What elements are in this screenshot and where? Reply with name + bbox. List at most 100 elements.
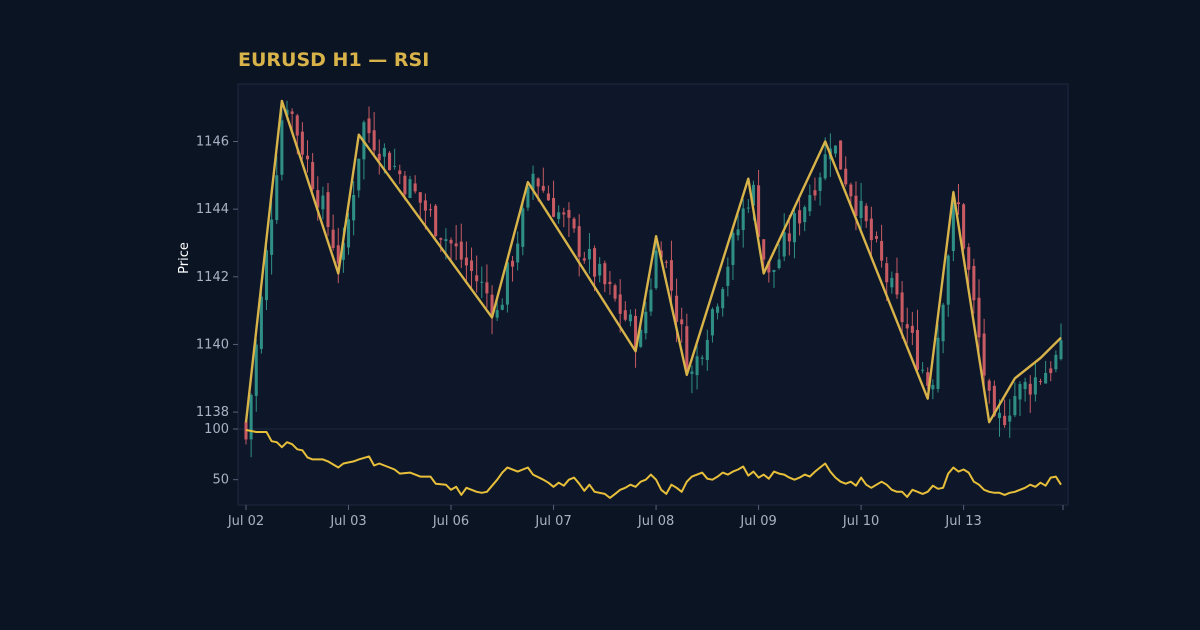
candle-body	[352, 194, 356, 221]
candle-body	[915, 329, 920, 370]
candle-body	[500, 304, 504, 310]
candle-body	[813, 190, 817, 196]
candle-body	[449, 239, 453, 244]
candle-body	[757, 185, 761, 238]
candle-body	[654, 250, 658, 289]
candle-body	[552, 197, 556, 217]
candle-body	[1038, 381, 1043, 383]
candle-body	[280, 120, 284, 175]
candle-body	[516, 243, 520, 263]
candle-body	[936, 337, 940, 389]
candle-body	[782, 232, 786, 257]
candle-body	[895, 273, 899, 295]
candle-body	[818, 177, 822, 191]
candle-body	[464, 257, 468, 266]
candle-body	[403, 175, 407, 195]
x-tick-label: Jul 02	[227, 514, 264, 529]
candle-body	[336, 245, 340, 264]
candle-body	[705, 339, 709, 361]
candle-body	[1018, 384, 1022, 400]
candle-body	[562, 212, 566, 215]
candle-body	[777, 259, 781, 269]
rsi-tick-label: 100	[204, 422, 229, 437]
candle-body	[434, 205, 438, 237]
candle-body	[490, 294, 494, 315]
price-tick-label: 1138	[196, 405, 229, 420]
candle-body	[546, 193, 550, 201]
rsi-ticks: 100 50	[204, 422, 238, 488]
candle-body	[992, 385, 996, 416]
candle-body	[285, 109, 289, 116]
candle-body	[962, 204, 966, 249]
candle-body	[634, 315, 638, 348]
candle-body	[726, 266, 730, 286]
candle-body	[613, 285, 617, 299]
candle-body	[716, 306, 720, 313]
candle-body	[977, 297, 981, 338]
x-tick-label: Jul 07	[534, 514, 571, 529]
candle-body	[926, 372, 930, 386]
candle-body	[290, 111, 294, 114]
x-tick-label: Jul 06	[432, 514, 469, 529]
candle-body	[910, 325, 914, 333]
candle-body	[731, 232, 735, 265]
candle-body	[608, 281, 612, 285]
candle-body	[1028, 383, 1032, 395]
candle-body	[1033, 377, 1037, 395]
candle-body	[270, 219, 274, 255]
candle-body	[387, 152, 392, 171]
candle-body	[967, 247, 971, 270]
candle-body	[531, 173, 535, 190]
candle-body	[372, 130, 376, 151]
candle-body	[475, 275, 479, 282]
candle-body	[598, 263, 602, 276]
rsi-line	[245, 429, 1062, 499]
candle-body	[593, 248, 597, 277]
candle-body	[275, 175, 279, 221]
candle-body	[326, 192, 330, 227]
candle-body	[792, 213, 796, 243]
candle-body	[567, 209, 571, 218]
candle-body	[885, 263, 889, 283]
candle-body	[249, 394, 253, 440]
candle-body	[316, 190, 320, 208]
candle-body	[997, 412, 1002, 419]
candle-body	[859, 200, 863, 219]
x-tick-label: Jul 10	[842, 514, 879, 529]
candle-body	[787, 233, 791, 242]
candle-body	[685, 326, 689, 373]
candle-body	[736, 229, 740, 236]
candle-body	[367, 118, 371, 134]
candle-body	[603, 263, 607, 285]
candle-body	[803, 207, 807, 223]
candle-body	[680, 319, 684, 325]
candle-body	[1059, 340, 1063, 360]
candle-body	[956, 202, 961, 205]
candle-body	[664, 261, 668, 263]
candle-body	[536, 178, 540, 187]
candle-body	[454, 243, 458, 247]
candle-body	[1054, 354, 1058, 370]
candle-body	[675, 295, 679, 322]
candle-body	[382, 148, 386, 157]
candle-body	[295, 115, 299, 136]
price-tick-label: 1140	[196, 337, 229, 352]
x-tick-label: Jul 09	[739, 514, 776, 529]
candle-body	[526, 187, 530, 208]
candle-body	[511, 260, 515, 267]
candle-body	[398, 170, 402, 175]
candle-body	[618, 294, 622, 314]
candle-body	[485, 282, 489, 294]
candle-body	[305, 155, 310, 160]
candle-body	[690, 371, 694, 374]
candle-body	[346, 219, 351, 248]
candle-body	[767, 261, 771, 273]
candle-body	[839, 140, 843, 170]
candle-body	[572, 218, 576, 229]
candle-body	[700, 357, 704, 359]
candle-body	[413, 183, 417, 192]
candle-body	[623, 310, 627, 320]
zigzag-line	[244, 99, 1062, 424]
x-ticks: Jul 02 Jul 03 Jul 06 Jul 07 Jul 08 Jul 09 Jul …	[227, 505, 1064, 529]
